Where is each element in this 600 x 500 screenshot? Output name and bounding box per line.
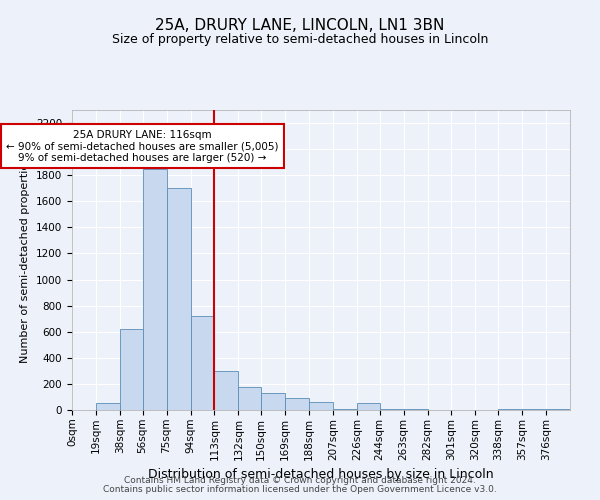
Bar [143,168,167,410]
Text: Contains HM Land Registry data © Crown copyright and database right 2024.: Contains HM Land Registry data © Crown c… [124,476,476,485]
Y-axis label: Number of semi-detached properties: Number of semi-detached properties [20,157,31,363]
Bar [238,387,261,410]
Text: Contains public sector information licensed under the Open Government Licence v3: Contains public sector information licen… [103,485,497,494]
Bar [167,188,191,410]
Text: 25A, DRURY LANE, LINCOLN, LN1 3BN: 25A, DRURY LANE, LINCOLN, LN1 3BN [155,18,445,32]
Bar [120,329,143,410]
Bar [191,316,214,410]
Bar [261,393,285,410]
X-axis label: Distribution of semi-detached houses by size in Lincoln: Distribution of semi-detached houses by … [148,468,494,481]
Bar [214,371,238,410]
Bar [309,402,333,410]
Text: 25A DRURY LANE: 116sqm
← 90% of semi-detached houses are smaller (5,005)
9% of s: 25A DRURY LANE: 116sqm ← 90% of semi-det… [7,130,279,163]
Bar [96,404,120,410]
Text: Size of property relative to semi-detached houses in Lincoln: Size of property relative to semi-detach… [112,32,488,46]
Bar [285,398,309,410]
Bar [357,403,380,410]
